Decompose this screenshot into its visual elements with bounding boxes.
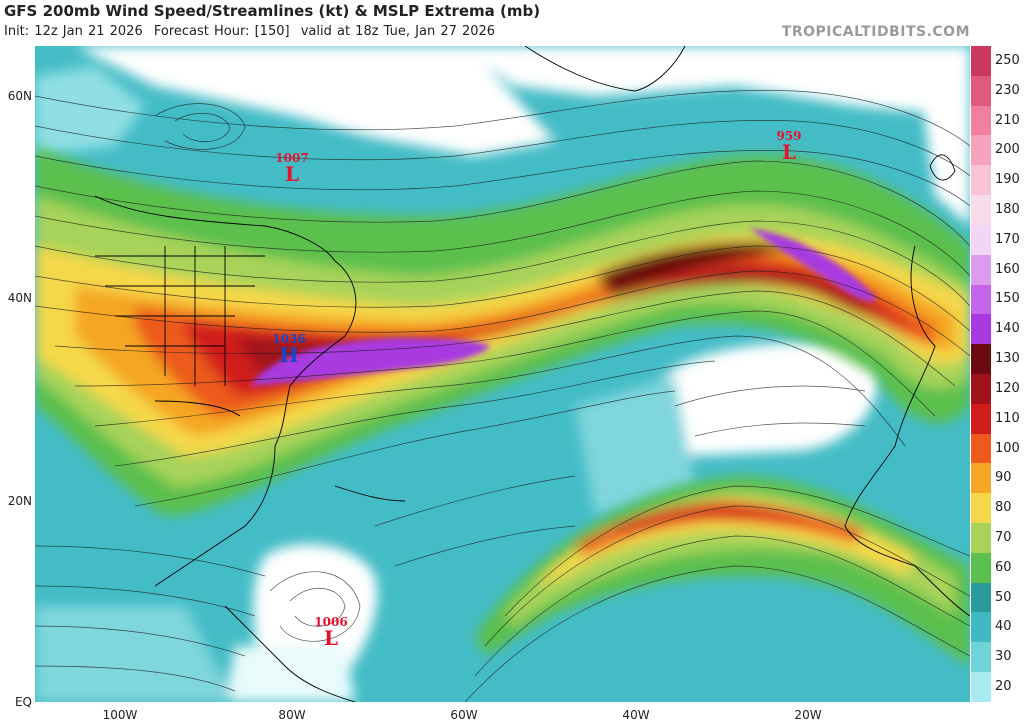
low-pressure-extremum: 959 L [776, 129, 802, 164]
colorbar-segment [971, 195, 991, 225]
colorbar-label: 50 [995, 589, 1012, 605]
valid-time: valid at 18z Tue, Jan 27 2026 [300, 24, 496, 39]
wind-speed-colorbar [971, 46, 991, 702]
colorbar-label: 130 [995, 351, 1020, 367]
streamlines [35, 90, 970, 702]
lat-label-60n: 60N [7, 89, 32, 103]
colorbar-label: 190 [995, 172, 1020, 188]
high-pressure-extremum: 1036 H [272, 332, 306, 367]
colorbar-label: 170 [995, 231, 1020, 247]
colorbar-label: 40 [995, 619, 1012, 635]
lon-label-40w: 40W [622, 708, 650, 722]
wind-speed-map: 1007 L 959 L 1036 H 1006 L [35, 46, 970, 702]
colorbar-segment [971, 552, 991, 583]
colorbar-label: 140 [995, 321, 1020, 337]
forecast-hour: Forecast Hour: [150] [153, 24, 290, 39]
colorbar-segment [971, 224, 991, 255]
colorbar-segment [971, 314, 991, 345]
colorbar-segment [971, 46, 991, 76]
lat-label-40n: 40N [7, 291, 32, 305]
colorbar-label: 210 [995, 112, 1020, 128]
colorbar-label: 230 [995, 82, 1020, 98]
map-title: GFS 200mb Wind Speed/Streamlines (kt) & … [4, 2, 541, 20]
low-pressure-extremum: 1006 L [314, 615, 348, 650]
lon-label-20w: 20W [794, 708, 822, 722]
colorbar-label: 70 [995, 530, 1012, 545]
colorbar-label: 60 [995, 559, 1012, 575]
colorbar-segment [971, 493, 991, 523]
colorbar-label: 110 [995, 410, 1020, 426]
colorbar-segment [971, 75, 991, 106]
colorbar-segment [971, 403, 991, 434]
colorbar-label: 20 [995, 679, 1012, 695]
colorbar-segment [971, 433, 991, 464]
colorbar-label: 200 [995, 142, 1020, 158]
colorbar-label: 100 [995, 440, 1020, 456]
lat-label-20n: 20N [7, 494, 32, 508]
colorbar-segment [971, 105, 991, 136]
colorbar-segment [971, 582, 991, 613]
colorbar-segment [971, 344, 991, 374]
colorbar-label: 180 [995, 202, 1020, 217]
colorbar-segment [971, 254, 991, 285]
colorbar-segment [971, 463, 991, 494]
low-pressure-extremum: 1007 L [275, 151, 309, 186]
colorbar-label: 160 [995, 261, 1020, 277]
colorbar-label: 250 [995, 52, 1020, 68]
lon-label-80w: 80W [278, 708, 306, 722]
wind-field-svg [35, 46, 970, 702]
colorbar-segment [971, 284, 991, 315]
colorbar-label: 30 [995, 649, 1012, 665]
init-time: Init: 12z Jan 21 2026 [4, 24, 143, 39]
lon-label-100w: 100W [102, 708, 138, 722]
lon-label-60w: 60W [450, 708, 478, 722]
coastlines [94, 46, 970, 702]
colorbar-segment [971, 642, 991, 673]
brand-watermark: TROPICALTIDBITS.COM [781, 24, 970, 40]
map-subtitle: Init: 12z Jan 21 2026 Forecast Hour: [15… [4, 24, 501, 39]
colorbar-segment [971, 672, 991, 702]
colorbar-label: 150 [995, 291, 1020, 307]
colorbar-segment [971, 373, 991, 404]
colorbar-segment [971, 165, 991, 196]
colorbar-label: 80 [995, 500, 1012, 516]
colorbar-segment [971, 523, 991, 553]
colorbar-segment [971, 612, 991, 643]
colorbar-segment [971, 135, 991, 166]
colorbar-label: 120 [995, 380, 1020, 396]
colorbar-label: 90 [995, 470, 1012, 486]
lat-label-eq: EQ [14, 695, 32, 709]
